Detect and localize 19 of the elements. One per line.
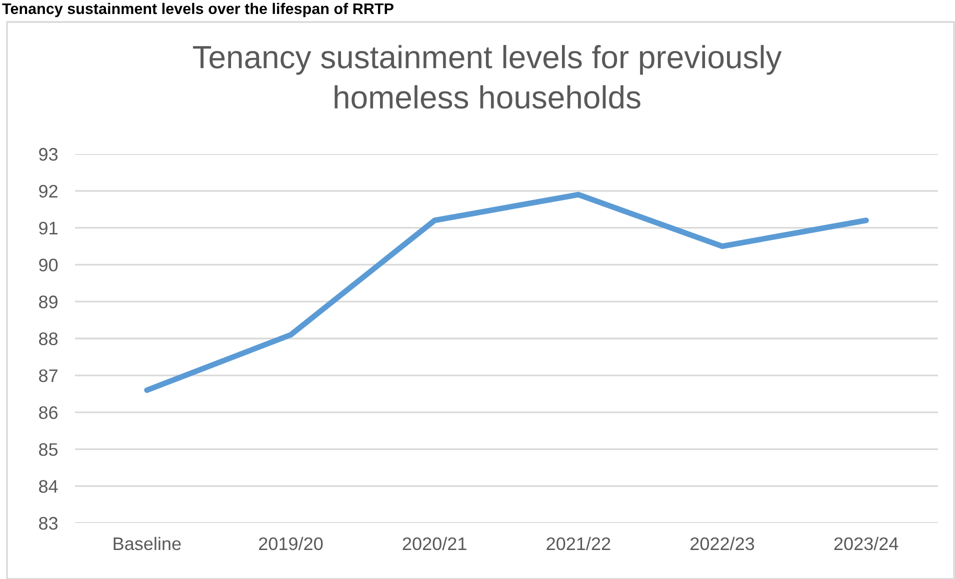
chart-title: Tenancy sustainment levels for previously homeless households [193,45,782,109]
x-tick-label: 2021/22 [546,536,610,550]
y-tick-label: 85 [39,443,58,456]
y-tick-label: 88 [39,332,58,346]
y-tick-label: 83 [39,516,58,530]
x-tick-label: 2022/23 [690,536,754,550]
y-tick-label: 87 [39,369,58,382]
y-tick-label: 91 [39,222,58,235]
y-tick-label: 84 [39,480,58,493]
x-tick-label: 2020/21 [402,536,466,550]
x-tick-label: Baseline [114,536,181,550]
y-tick-label: 92 [39,184,58,198]
y-tick-label: 93 [39,148,58,161]
text: Tenancy sustainment levels over the lifespan of RRTP [2,2,394,18]
x-tick-label: 2019/20 [259,536,323,550]
y-tick-label: 89 [39,296,58,308]
x-tick-label: 2023/24 [834,536,898,550]
y-tick-label: 90 [39,258,58,272]
y-tick-label: 86 [39,406,58,420]
